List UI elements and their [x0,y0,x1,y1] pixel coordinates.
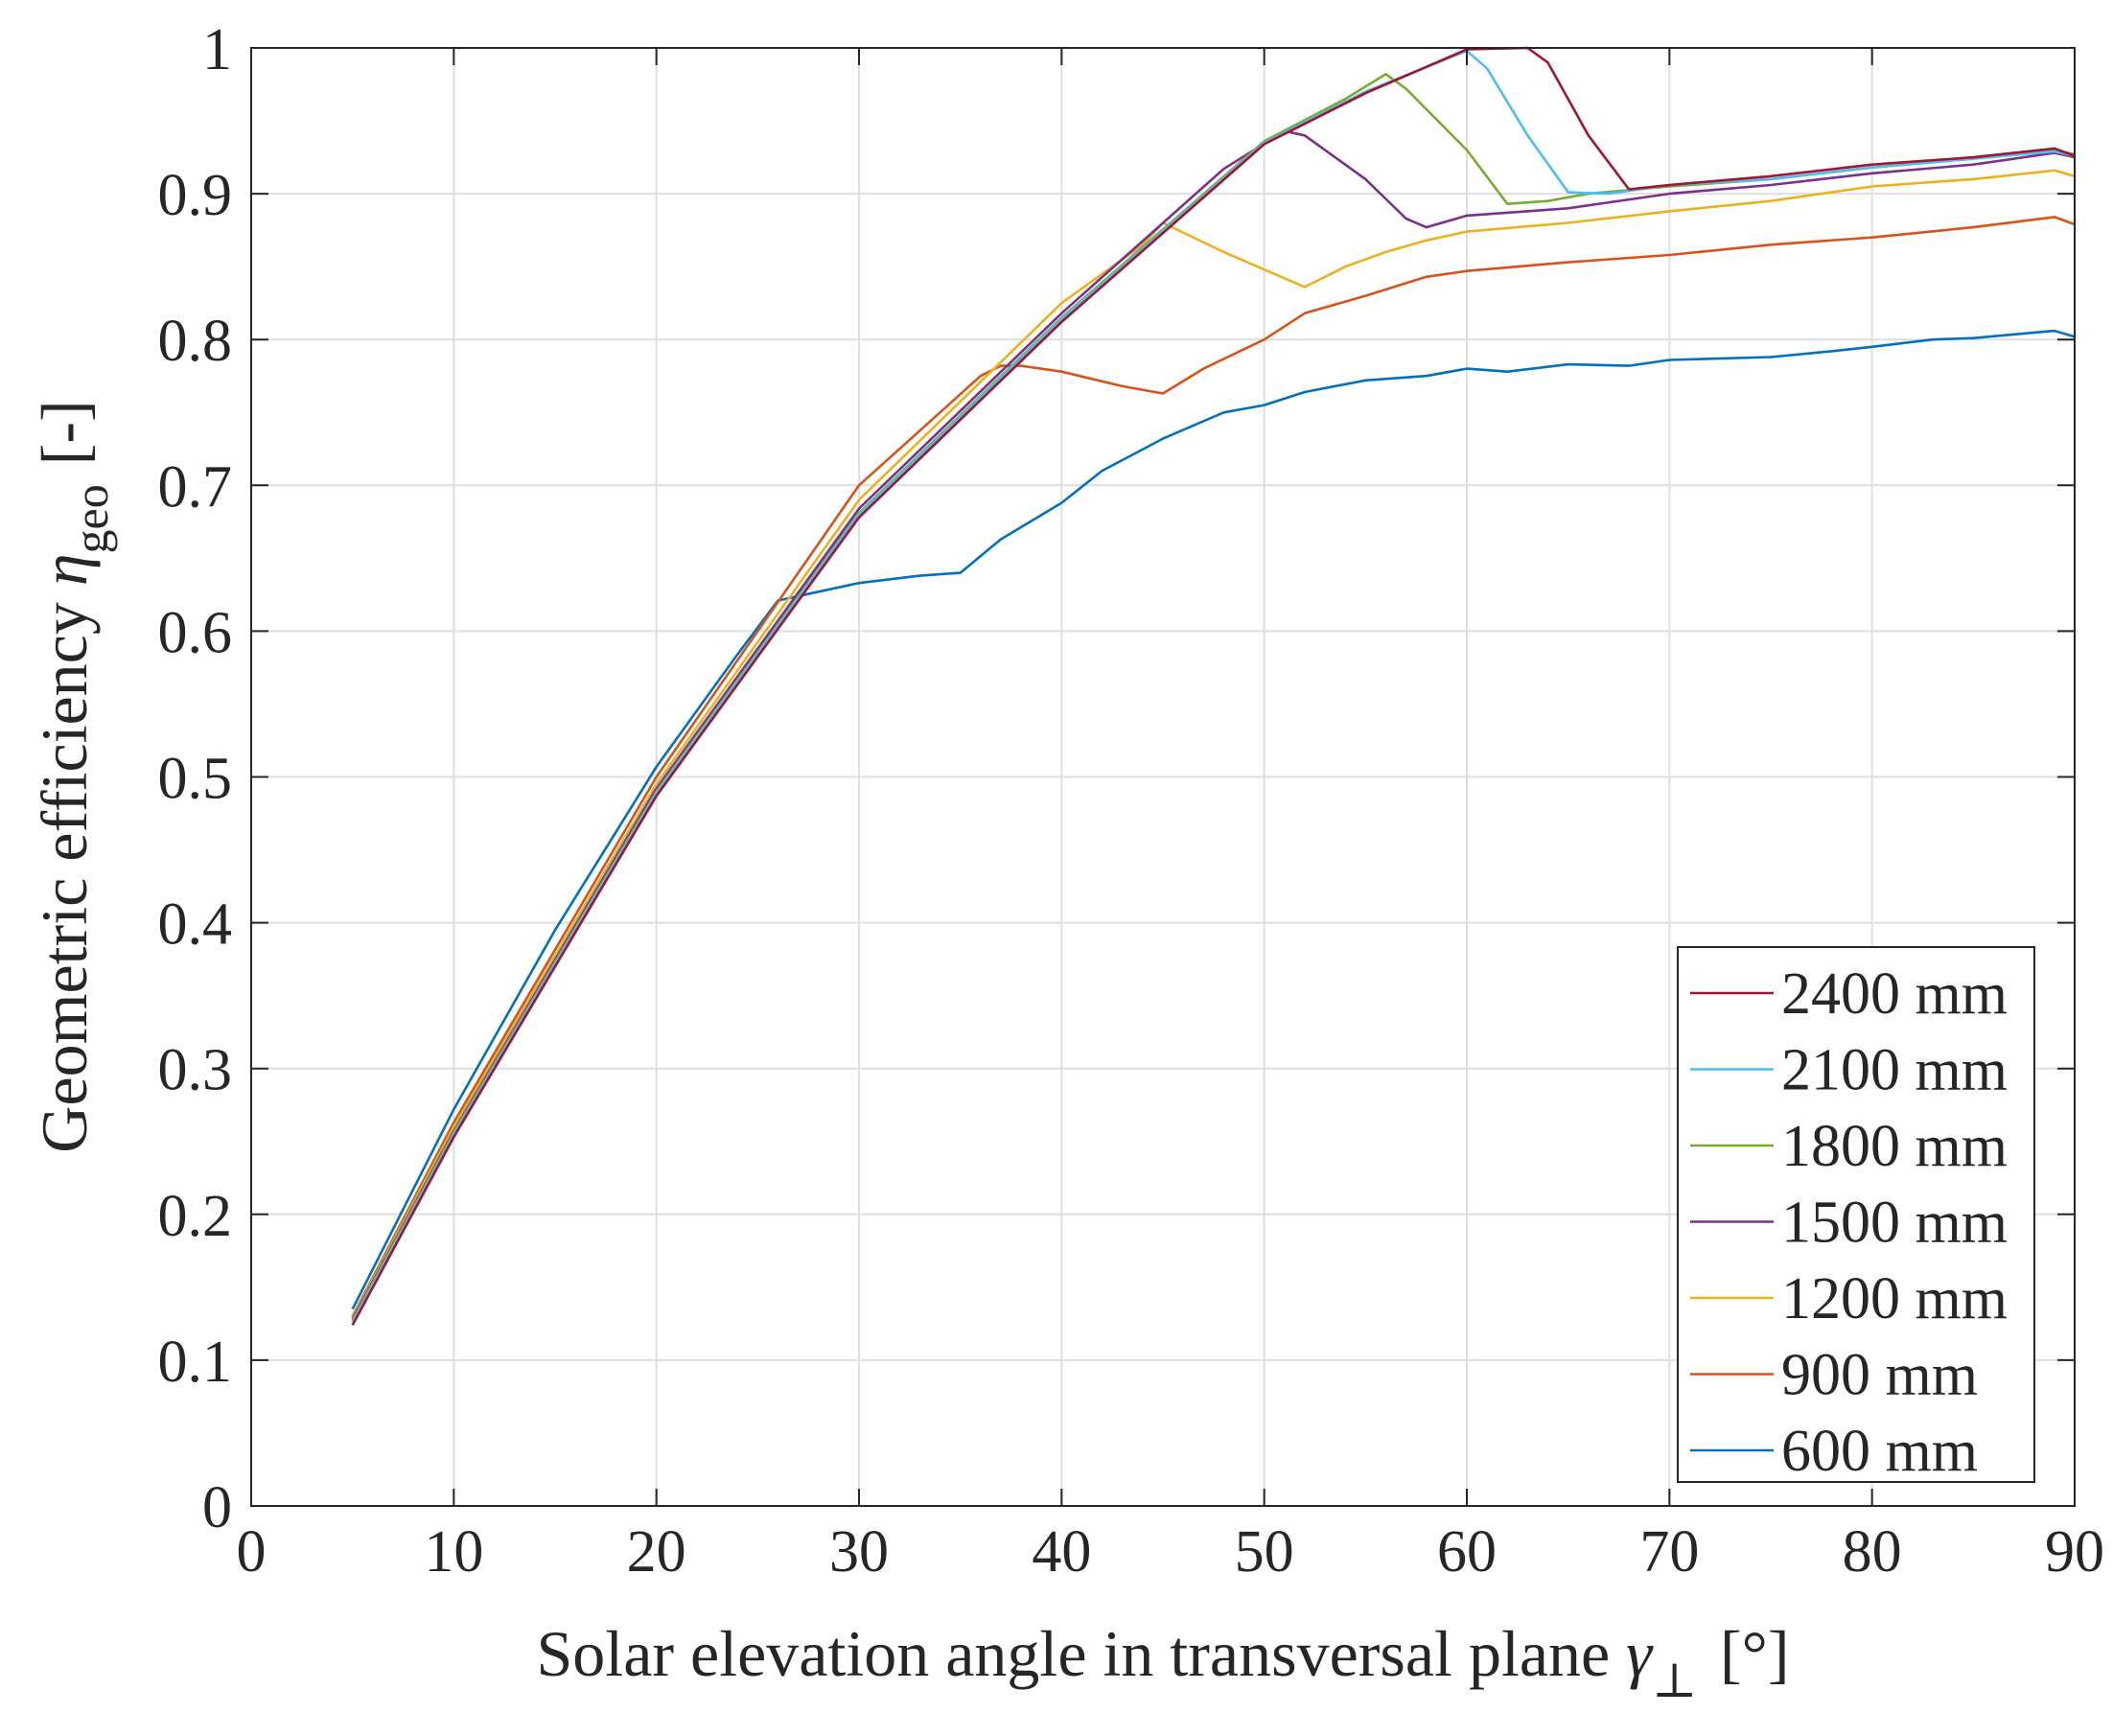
y-axis-symbol: η [28,553,101,586]
y-tick-label: 1 [202,17,232,82]
x-axis-subscript: ⊥ [1652,1654,1697,1707]
y-tick-label: 0.4 [158,892,233,958]
series-line-900-mm [351,216,2076,1317]
x-tick-label: 50 [1235,1519,1294,1585]
y-tick-label: 0.3 [158,1038,233,1103]
legend-label: 600 mm [1781,1419,1978,1484]
series-line-2100-mm [351,49,2076,1324]
x-axis-unit: [°] [1720,1617,1789,1690]
ticks [250,47,2076,1507]
x-tick-label: 80 [1843,1519,1902,1585]
x-axis-symbol: γ [1626,1617,1654,1690]
y-tick-label: 0.6 [158,600,233,665]
series-line-2400-mm [351,46,2076,1327]
y-tick-label: 0.5 [158,747,233,812]
y-tick-label: 0.9 [158,163,233,228]
x-tick-label: 10 [424,1519,483,1585]
y-tick-label: 0.7 [158,454,233,520]
y-tick-label: 0.1 [158,1330,233,1395]
x-tick-label: 0 [237,1519,267,1585]
x-tick-label: 40 [1032,1519,1091,1585]
legend-label: 1800 mm [1781,1114,2008,1179]
series-line-1200-mm [351,169,2076,1319]
legend-label: 2100 mm [1781,1038,2008,1103]
y-tick-label: 0.2 [158,1184,233,1249]
x-tick-label: 70 [1639,1519,1699,1585]
y-tick-label: 0 [202,1475,232,1540]
series-line-1500-mm [351,129,2076,1320]
y-axis-label-text: Geometric efficiency [28,602,101,1153]
tick-labels: 0 10 20 30 40 50 60 70 80 90 0 0.1 0.2 0.3 0.4 0.5 0.6 0.… [158,17,2105,1585]
y-axis-label: Geometric efficiency ηgeo [-] [28,400,118,1152]
x-tick-label: 60 [1437,1519,1497,1585]
x-axis-label-text: Solar elevation angle in transversal pla… [536,1617,1610,1690]
y-axis-unit: [-] [28,400,101,465]
legend-label: 1200 mm [1781,1266,2008,1331]
series-lines [351,46,2076,1327]
legend-box [1677,946,2035,1483]
legend: 2400 mm 2100 mm 1800 mm 1500 mm 1200 mm 900 m… [1677,946,2035,1484]
y-axis-subscript: geo [64,484,118,553]
y-tick-label: 0.8 [158,309,233,374]
legend-label: 900 mm [1781,1343,1978,1408]
x-axis-label: Solar elevation angle in transversal pla… [536,1617,1789,1707]
x-tick-label: 90 [2045,1519,2104,1585]
x-tick-label: 20 [627,1519,686,1585]
x-tick-label: 30 [829,1519,889,1585]
legend-label: 2400 mm [1781,961,2008,1027]
legend-label: 1500 mm [1781,1191,2008,1256]
